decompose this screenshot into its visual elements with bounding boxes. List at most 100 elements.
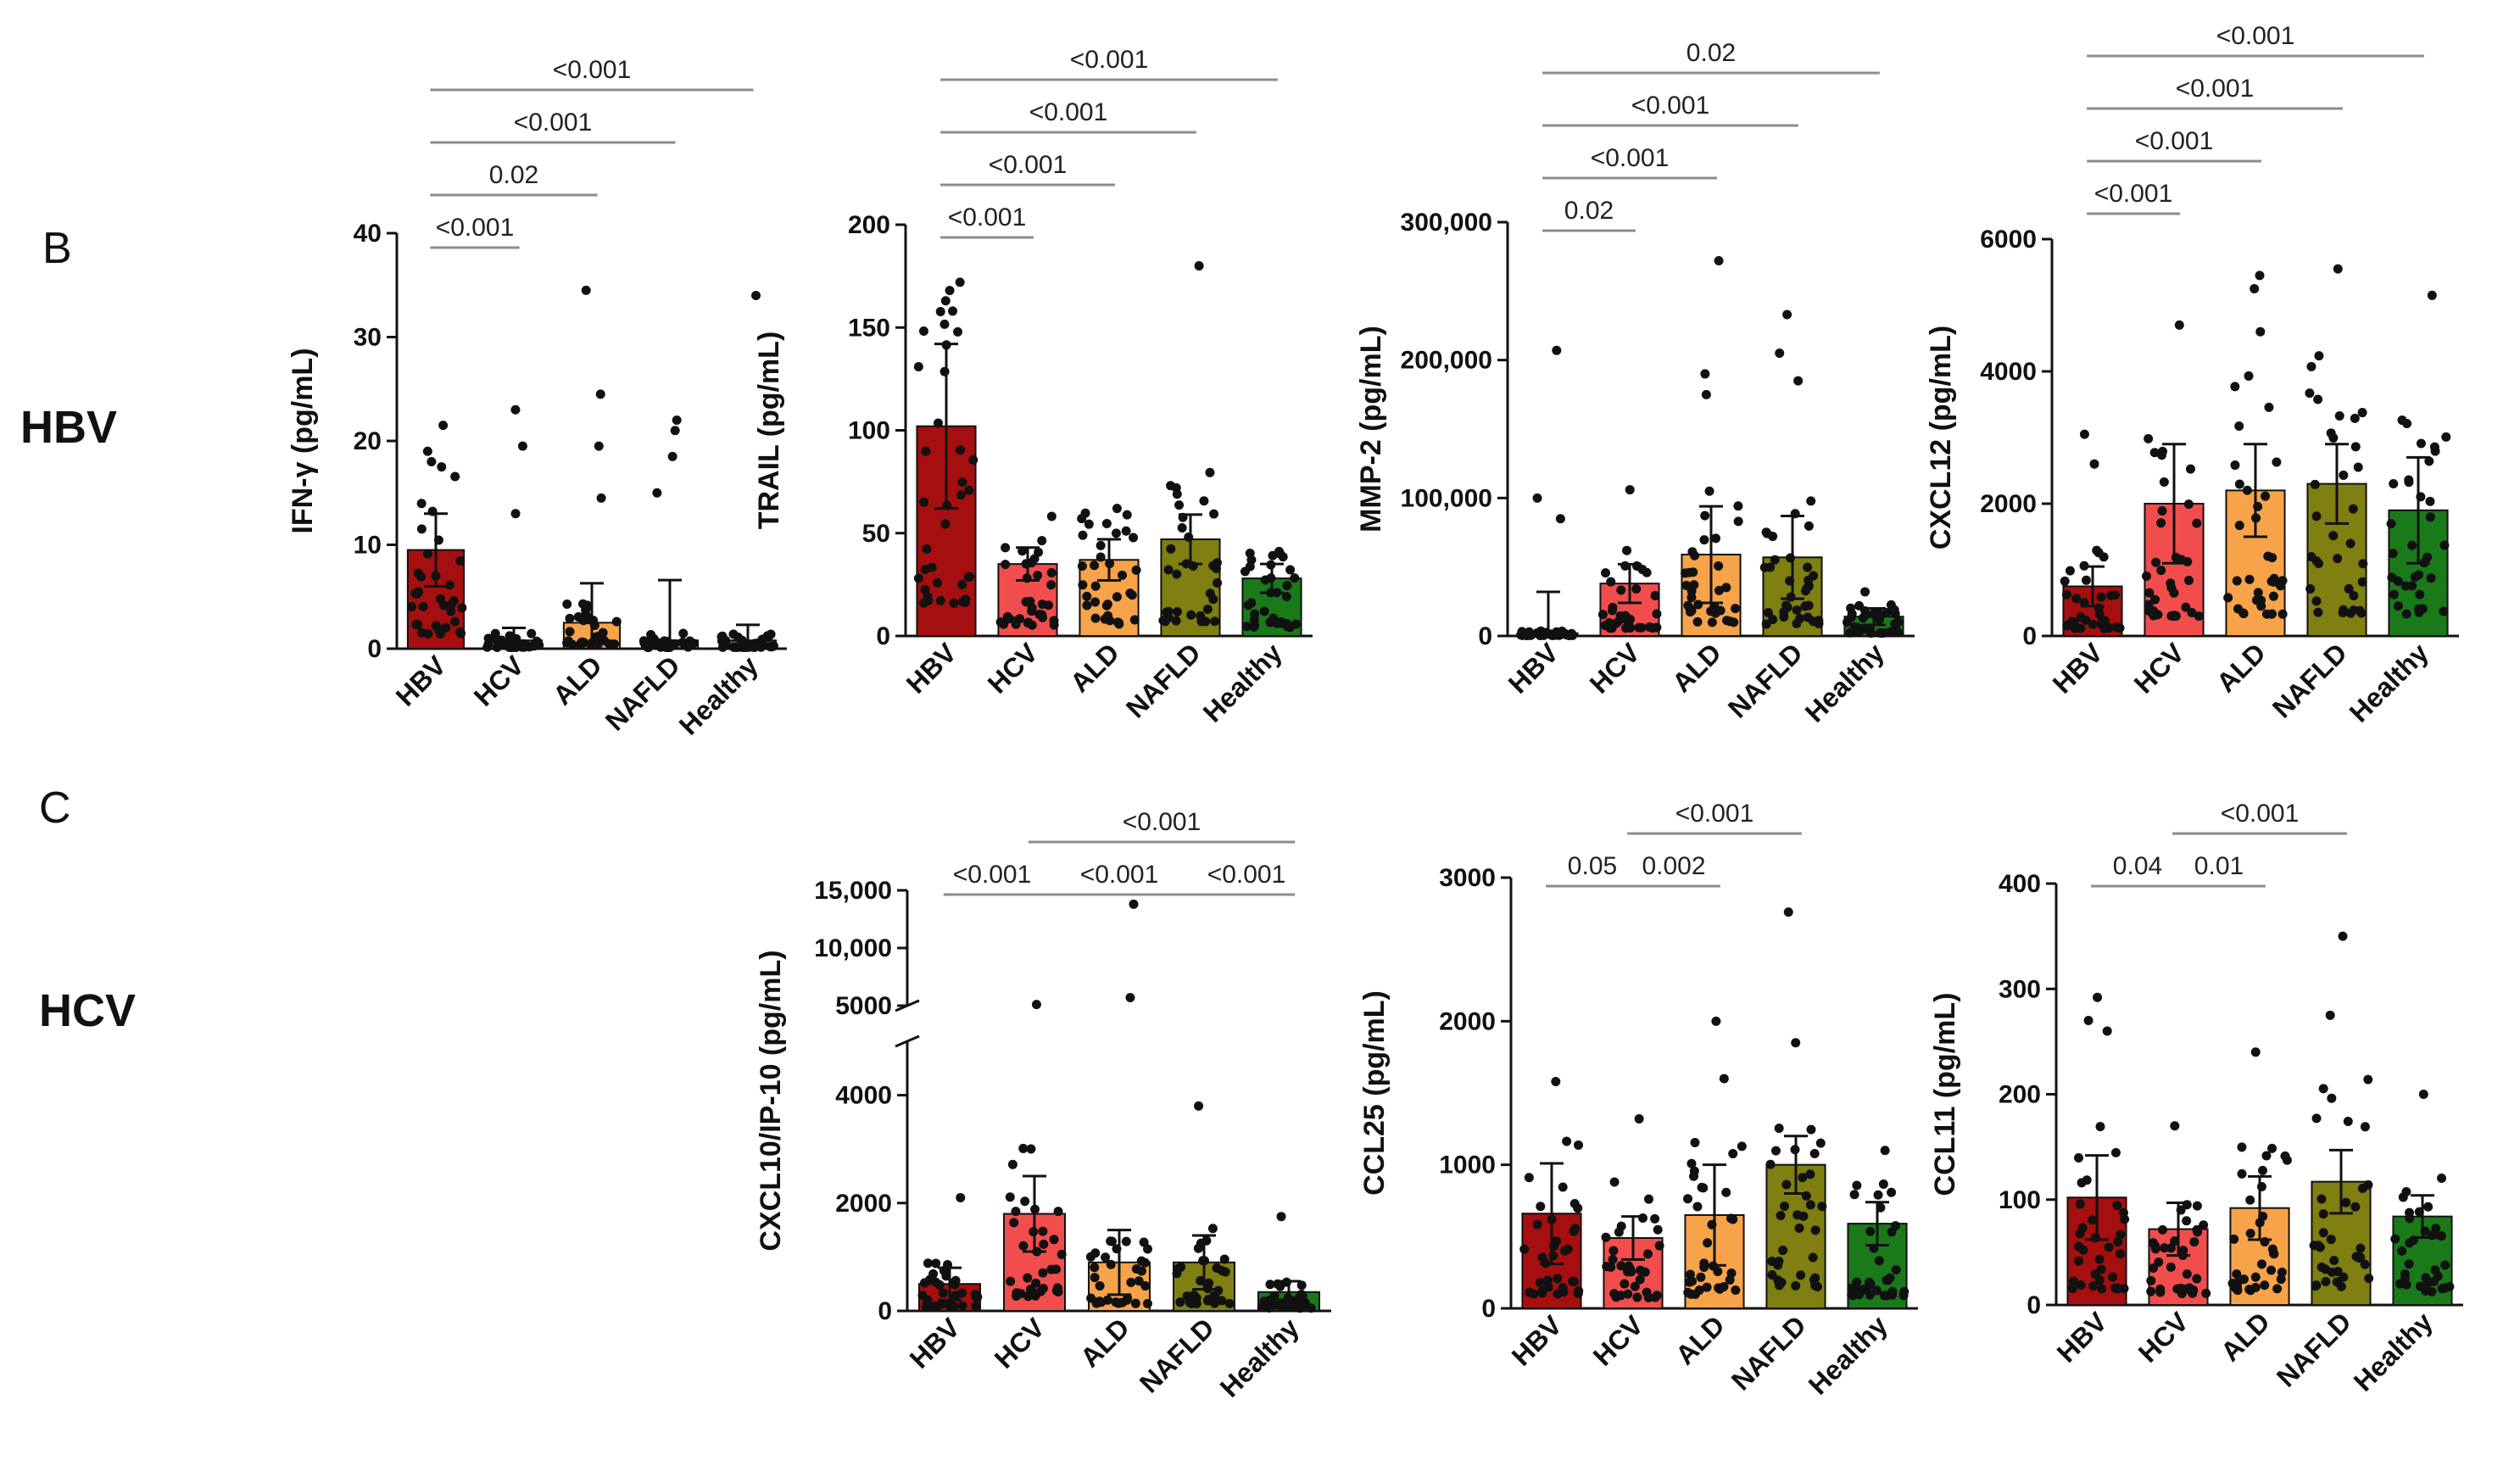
data-point	[2338, 608, 2348, 618]
data-point	[1770, 1146, 1781, 1156]
p-value-label: <0.001	[1591, 144, 1670, 172]
data-point	[1242, 622, 1252, 632]
data-point	[2238, 608, 2249, 618]
y-tick-label: 50	[862, 520, 890, 548]
data-point	[423, 549, 433, 559]
data-point	[1246, 598, 1257, 608]
outlier-point	[1532, 493, 1542, 503]
data-point	[1193, 1243, 1203, 1253]
data-point	[1569, 1226, 1579, 1236]
data-point	[1804, 521, 1814, 531]
data-point	[1001, 543, 1011, 553]
data-point	[1721, 1187, 1731, 1197]
data-point	[649, 633, 659, 644]
data-point	[1245, 561, 1255, 572]
x-tick-label-healthy: Healthy	[1799, 637, 1890, 728]
data-point	[527, 628, 537, 638]
data-point	[455, 627, 466, 637]
data-point	[2356, 1243, 2366, 1253]
data-point	[1111, 528, 1121, 538]
data-point	[1597, 610, 1608, 620]
data-point	[2260, 1280, 2270, 1291]
p-value-label: <0.001	[1631, 92, 1710, 120]
data-point	[995, 617, 1006, 627]
data-point	[1205, 467, 1215, 477]
data-point	[2339, 1272, 2349, 1282]
data-point	[1653, 1224, 1663, 1235]
outlier-point	[1552, 345, 1562, 355]
data-point	[1719, 1281, 1729, 1291]
outlier-point	[956, 1192, 966, 1202]
outlier-point	[2089, 459, 2099, 469]
data-point	[1171, 616, 1181, 626]
data-point	[1112, 617, 1123, 627]
data-point	[416, 524, 427, 534]
data-point	[2276, 1274, 2286, 1285]
p-value-label: <0.001	[2216, 22, 2295, 50]
data-point	[1804, 575, 1814, 585]
data-point	[2230, 460, 2240, 471]
data-point	[2407, 540, 2417, 550]
data-point	[950, 1280, 960, 1290]
data-point	[2151, 557, 2161, 567]
data-point	[2155, 1287, 2166, 1297]
data-point	[2345, 538, 2356, 549]
data-point	[1027, 606, 1037, 616]
y-tick-label: 0	[2027, 1291, 2041, 1319]
outlier-point	[596, 493, 606, 503]
data-point	[2364, 1274, 2374, 1284]
data-point	[1196, 611, 1206, 621]
data-point	[2256, 1259, 2266, 1269]
data-point	[1885, 1273, 1895, 1283]
data-point	[2422, 552, 2433, 562]
data-point	[1805, 1200, 1815, 1210]
data-point	[1859, 1285, 1869, 1295]
data-point	[964, 485, 974, 495]
data-point	[1268, 550, 1278, 560]
data-point	[2253, 588, 2263, 598]
y-axis-title: CXCL12 (pg/mL)	[1925, 326, 1957, 549]
data-point	[1106, 1259, 1116, 1269]
data-point	[1558, 1182, 1568, 1192]
data-point	[922, 544, 932, 555]
data-point	[1096, 540, 1106, 550]
data-point	[2388, 549, 2398, 559]
data-point	[2353, 462, 2363, 472]
data-point	[1090, 560, 1100, 571]
data-point	[2115, 623, 2125, 633]
data-point	[2234, 421, 2244, 432]
data-point	[2081, 575, 2091, 585]
data-point	[1714, 561, 1724, 572]
data-point	[1654, 1241, 1664, 1251]
y-tick-label: 0	[876, 622, 890, 650]
data-point	[1703, 1238, 1713, 1248]
data-point	[2242, 485, 2252, 495]
data-point	[1283, 1302, 1293, 1312]
data-point	[2424, 456, 2434, 466]
data-point	[565, 627, 575, 637]
data-point	[2234, 479, 2244, 489]
data-point	[2156, 518, 2166, 528]
y-tick-label: 20	[354, 427, 382, 455]
x-tick-label-hcv: HCV	[982, 637, 1045, 700]
data-point	[1608, 605, 1618, 616]
data-point	[1696, 1272, 1706, 1282]
data-point	[1608, 1254, 1618, 1264]
y-tick-label: 2000	[835, 1190, 892, 1218]
data-point	[578, 599, 588, 609]
data-point	[1122, 1295, 1132, 1305]
x-tick-label-healthy: Healthy	[1803, 1309, 1893, 1400]
data-point	[1038, 612, 1048, 622]
data-point	[1175, 1297, 1185, 1308]
row-label-hcv: HCV	[39, 985, 136, 1036]
data-point	[1779, 607, 1789, 617]
data-point	[2313, 394, 2323, 404]
data-point	[2401, 1187, 2411, 1197]
data-point	[919, 1278, 929, 1288]
data-point	[2183, 499, 2194, 510]
data-point	[2250, 1272, 2261, 1282]
y-tick-label: 100,000	[1401, 484, 1492, 512]
p-value-label: <0.001	[1675, 800, 1754, 828]
data-point	[1792, 1210, 1803, 1220]
outlier-point	[2255, 270, 2265, 281]
